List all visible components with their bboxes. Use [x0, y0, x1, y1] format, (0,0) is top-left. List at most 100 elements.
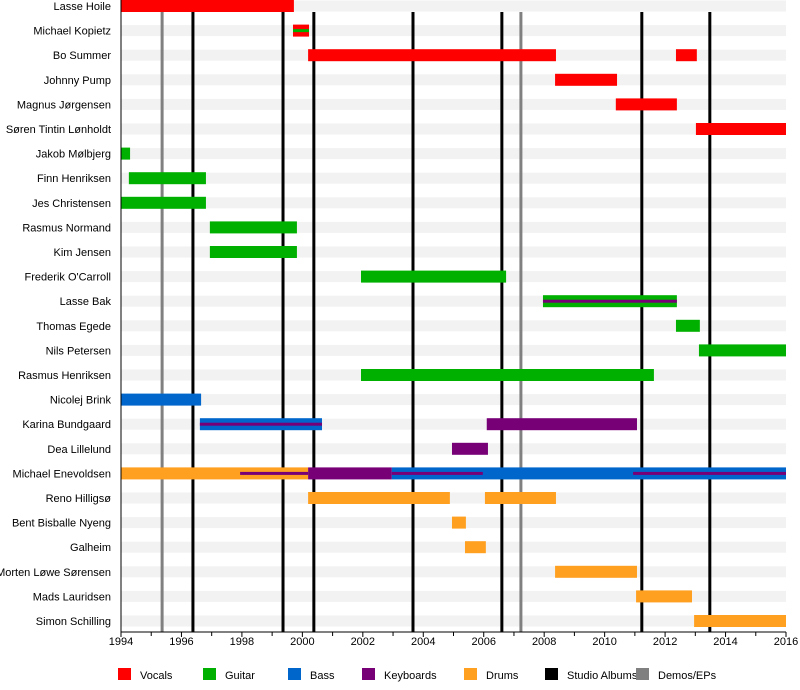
row-stripe [121, 320, 786, 332]
member-label: Lasse Bak [60, 296, 112, 308]
member-label: Bo Summer [53, 50, 111, 62]
keyboards-thin-bar [391, 471, 483, 475]
legend-label: Keyboards [384, 670, 437, 682]
member-label: Lasse Hoile [54, 1, 111, 13]
keyboards-thin-bar [199, 422, 323, 426]
member-label: Michael Enevoldsen [13, 468, 111, 480]
row-stripe [121, 590, 786, 602]
member-label: Morten Løwe Sørensen [0, 567, 111, 579]
guitar-bar [209, 246, 297, 258]
legend-swatch-bass [288, 668, 301, 680]
member-label: Rasmus Henriksen [18, 370, 111, 382]
drums-bar [121, 467, 309, 480]
row-stripe [121, 394, 786, 406]
member-label: Nicolej Brink [50, 395, 112, 407]
guitar-bar [698, 344, 786, 357]
keyboards-thin-bar [542, 299, 677, 303]
guitar-bar [209, 221, 297, 234]
guitar-bar [675, 319, 700, 332]
guitar-bar [121, 196, 206, 209]
legend-swatch-vocals [118, 668, 131, 680]
member-label: Reno Hilligsø [46, 493, 112, 505]
row-stripe [121, 492, 786, 504]
row-stripe [121, 98, 786, 110]
member-label: Mads Lauridsen [33, 591, 111, 603]
row-stripe [121, 246, 786, 258]
member-label: Finn Henriksen [37, 173, 111, 185]
legend-label: Vocals [140, 670, 173, 682]
guitar-bar [361, 369, 654, 381]
vocals-bar [308, 49, 556, 62]
member-label: Bent Bisballe Nyeng [12, 518, 111, 530]
legend-label: Drums [486, 670, 519, 682]
legend-label: Guitar [225, 670, 255, 682]
member-label: Nils Petersen [46, 345, 111, 357]
legend-swatch-studio-albums [545, 668, 558, 680]
row-stripe [121, 197, 786, 209]
member-label: Simon Schilling [36, 616, 111, 628]
member-label: Jes Christensen [32, 198, 111, 210]
member-label: Søren Tintin Lønholdt [6, 124, 111, 136]
drums-bar [694, 615, 786, 627]
legend-label: Demos/EPs [658, 670, 717, 682]
x-tick-label: 2008 [532, 636, 556, 648]
legend-swatch-demos-eps [636, 668, 649, 680]
member-label: Kim Jensen [54, 247, 111, 259]
keyboards-bar [308, 467, 392, 480]
bass-bar [391, 467, 786, 480]
legend-label: Studio Albums [567, 670, 638, 682]
x-tick-label: 2010 [592, 636, 616, 648]
row-stripe [121, 295, 786, 307]
bass-bar [121, 393, 202, 406]
row-stripe [121, 148, 786, 160]
row-stripe [121, 74, 786, 86]
row-stripe [121, 615, 786, 627]
row-stripe [121, 221, 786, 233]
row-stripe [121, 541, 786, 553]
vocals-bar [615, 98, 677, 111]
x-tick-label: 2012 [653, 636, 677, 648]
member-label: Karina Bundgaard [22, 419, 111, 431]
legend-swatch-drums [464, 668, 477, 680]
vocals-bar [695, 123, 786, 135]
legend-label: Bass [310, 670, 335, 682]
vocals-bar [555, 73, 618, 86]
drums-bar [451, 516, 466, 529]
keyboards-bar [486, 418, 637, 431]
keyboards-thin-bar [240, 471, 309, 475]
guitar-thin-bar [292, 29, 310, 33]
x-tick-label: 1994 [109, 636, 133, 648]
row-stripe [121, 123, 786, 135]
keyboards-thin-bar [633, 471, 786, 475]
guitar-bar [361, 270, 507, 283]
x-tick-label: 2016 [774, 636, 798, 648]
member-label: Magnus Jørgensen [17, 99, 111, 111]
vocals-bar [121, 0, 294, 12]
member-label: Johnny Pump [44, 75, 111, 87]
member-label: Frederik O'Carroll [25, 272, 111, 284]
x-tick-label: 1996 [169, 636, 193, 648]
keyboards-bar [451, 442, 488, 455]
member-label: Dea Lillelund [47, 444, 111, 456]
row-stripe [121, 0, 786, 12]
x-tick-label: 2002 [351, 636, 375, 648]
row-stripe [121, 344, 786, 356]
row-stripe [121, 566, 786, 578]
drums-bar [464, 541, 486, 554]
legend-swatch-keyboards [362, 668, 375, 680]
row-stripe [121, 172, 786, 184]
row-stripe [121, 25, 786, 37]
member-label: Jakob Mølbjerg [36, 149, 111, 161]
x-tick-label: 2004 [411, 636, 435, 648]
drums-bar [308, 492, 450, 504]
x-tick-label: 1998 [230, 636, 254, 648]
member-label: Rasmus Normand [22, 222, 111, 234]
x-tick-label: 2000 [290, 636, 314, 648]
drums-bar [636, 590, 692, 603]
legend-swatch-guitar [203, 668, 216, 680]
guitar-bar [128, 172, 206, 185]
row-stripe [121, 418, 786, 430]
x-tick-label: 2014 [713, 636, 737, 648]
